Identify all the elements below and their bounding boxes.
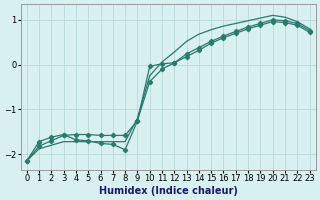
X-axis label: Humidex (Indice chaleur): Humidex (Indice chaleur) <box>99 186 237 196</box>
